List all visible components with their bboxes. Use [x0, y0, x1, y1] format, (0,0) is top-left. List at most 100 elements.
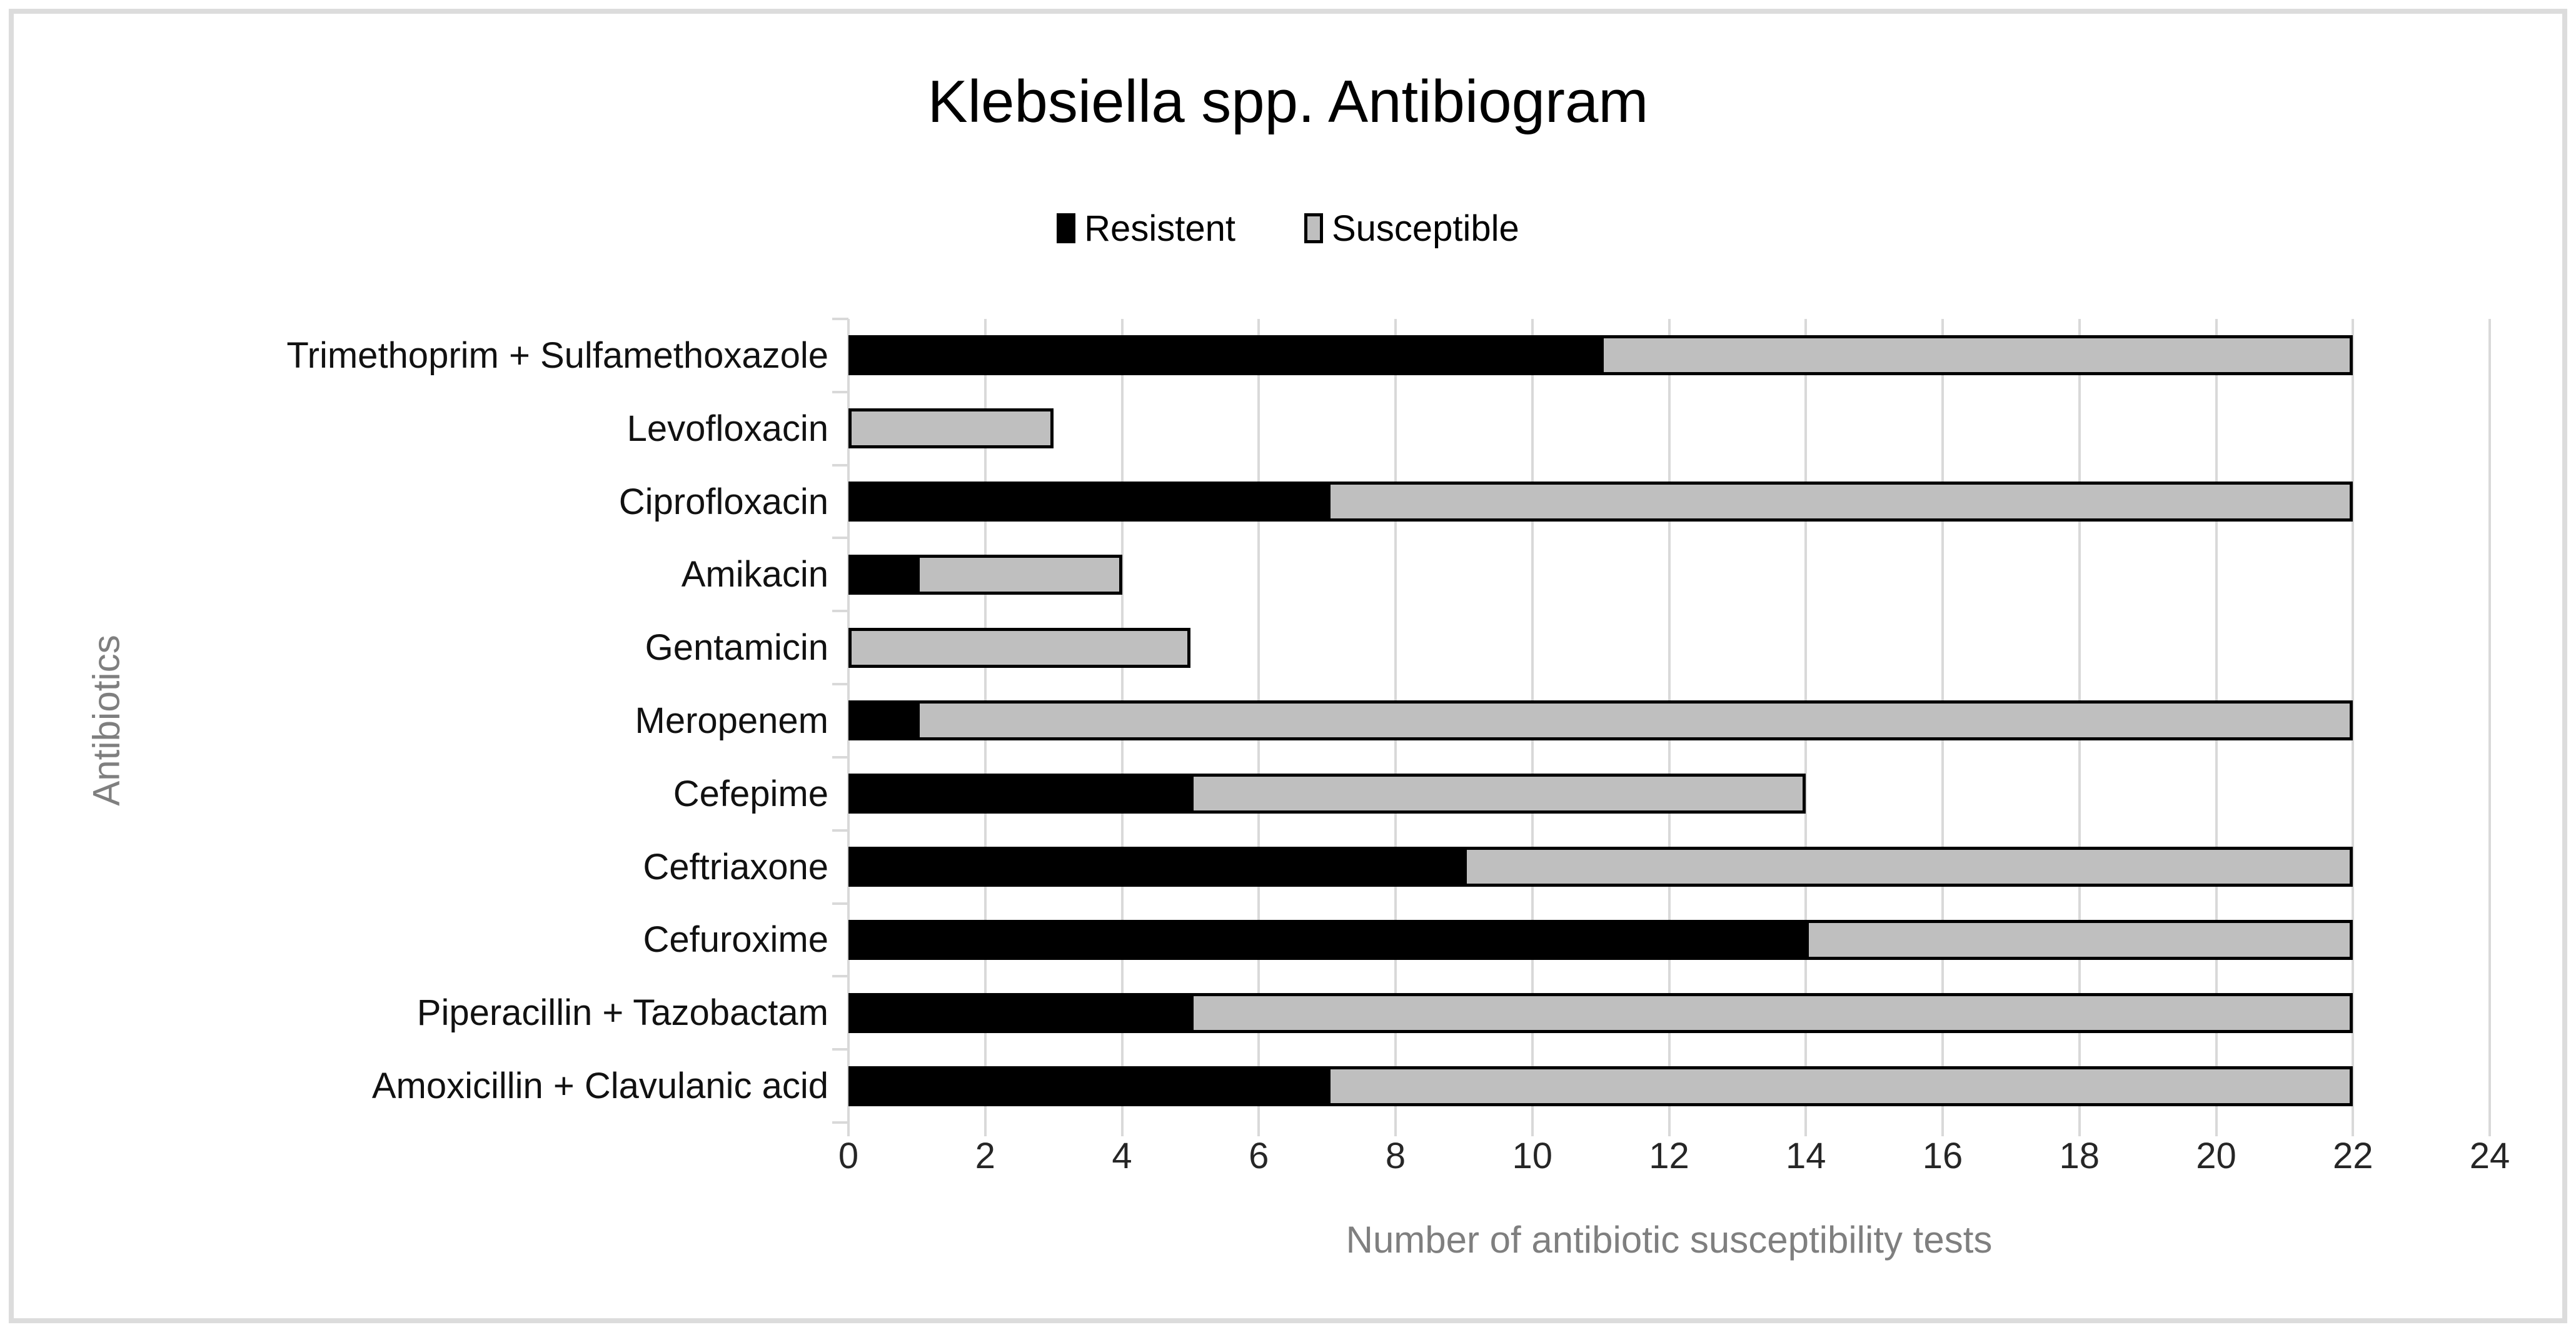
y-axis-tick [832, 318, 848, 320]
susceptible-bar-segment [917, 700, 2353, 741]
y-axis-tick [832, 610, 848, 613]
y-axis-tick [832, 975, 848, 978]
y-axis-tick [832, 683, 848, 686]
legend-label: Susceptible [1331, 208, 1519, 249]
category-label: Meropenem [635, 700, 828, 741]
x-axis-tick [1941, 1123, 1944, 1136]
category-label: Levofloxacin [626, 408, 828, 449]
category-label: Cefuroxime [643, 919, 828, 961]
stacked-bar [848, 627, 1190, 668]
resistant-bar-segment [848, 992, 1190, 1033]
susceptible-bar-segment [1327, 1066, 2353, 1106]
y-axis-tick [832, 463, 848, 467]
resistant-bar-segment [848, 1066, 1327, 1106]
legend: Resistent Susceptible [0, 206, 2576, 250]
legend-item-susceptible: Susceptible [1304, 208, 1519, 250]
x-axis-tick-labels: 0 2 4 6 8 10 12 14 16 18 20 22 24 [838, 1123, 2510, 1185]
plot-area [832, 318, 2491, 1136]
resistant-bar-segment [848, 554, 917, 595]
x-tick-label: 14 [1785, 1136, 1826, 1176]
x-tick-label: 18 [2059, 1136, 2100, 1176]
y-axis-tick [832, 829, 848, 832]
x-axis-tick [984, 1123, 987, 1136]
stacked-bar [848, 482, 2353, 522]
stacked-bar [848, 774, 1806, 814]
bar-row [848, 904, 2490, 977]
bar-row [848, 392, 2490, 465]
susceptible-bar-segment [1190, 992, 2353, 1033]
y-axis-tick [832, 755, 848, 759]
x-tick-label: 8 [1385, 1136, 1406, 1176]
y-axis-tick [832, 537, 848, 540]
resistant-bar-segment [848, 774, 1190, 814]
resistant-bar-segment [848, 919, 1806, 960]
stacked-bar [848, 408, 1054, 449]
x-tick-label: 24 [2469, 1136, 2510, 1176]
bar-row [848, 611, 2490, 684]
bar-row [848, 1049, 2490, 1123]
resistant-bar-segment [848, 700, 917, 741]
susceptible-bar-segment [1464, 847, 2353, 887]
y-axis-tick [832, 1048, 848, 1051]
stacked-bar [848, 700, 2353, 741]
gridline-x-24 [2488, 319, 2491, 1123]
x-tick-label: 20 [2196, 1136, 2236, 1176]
stacked-bar [848, 992, 2353, 1033]
stacked-bar [848, 1066, 2353, 1106]
y-axis-tick [832, 1121, 848, 1124]
x-axis-tick [2078, 1123, 2081, 1136]
category-label: Piperacillin + Tazobactam [416, 992, 828, 1034]
y-axis-tick [832, 390, 848, 393]
susceptible-bar-segment [1601, 335, 2353, 376]
x-tick-label: 22 [2332, 1136, 2373, 1176]
chart-title: Klebsiella spp. Antibiogram [927, 68, 1649, 135]
category-label: Amikacin [681, 554, 828, 595]
x-tick-label: 12 [1649, 1136, 1689, 1176]
susceptible-bar-segment [1327, 482, 2353, 522]
bar-row [848, 538, 2490, 611]
gridline-x-22 [2352, 319, 2355, 1123]
bar-row [848, 757, 2490, 830]
x-tick-label: 0 [838, 1136, 859, 1176]
category-label: Trimethoprim + Sulfamethoxazole [286, 335, 828, 376]
x-tick-label: 2 [975, 1136, 995, 1176]
x-axis-tick [1394, 1123, 1397, 1136]
bar-row [848, 830, 2490, 904]
susceptible-bar-segment [848, 627, 1190, 668]
x-axis-tick [1257, 1123, 1260, 1136]
category-label: Gentamicin [645, 627, 828, 669]
x-axis-tick [1531, 1123, 1534, 1136]
category-label: Ceftriaxone [643, 846, 828, 887]
susceptible-bar-segment [917, 554, 1122, 595]
resistant-bar-segment [848, 482, 1327, 522]
x-tick-label: 10 [1512, 1136, 1553, 1176]
stacked-bar [848, 847, 2353, 887]
bar-row [848, 319, 2490, 392]
legend-swatch-susceptible [1304, 213, 1323, 243]
susceptible-bar-segment [848, 408, 1054, 449]
x-tick-label: 6 [1249, 1136, 1269, 1176]
x-axis-tick [2488, 1123, 2491, 1136]
legend-label: Resistent [1084, 208, 1235, 249]
x-axis-tick [2215, 1123, 2218, 1136]
x-axis-tick [2352, 1123, 2355, 1136]
y-axis-tick [832, 902, 848, 905]
category-label: Ciprofloxacin [618, 481, 828, 522]
susceptible-bar-segment [1190, 774, 1806, 814]
susceptible-bar-segment [1806, 919, 2353, 960]
stacked-bar [848, 919, 2353, 960]
x-axis-tick [1804, 1123, 1808, 1136]
bar-row [848, 684, 2490, 757]
x-tick-label: 4 [1112, 1136, 1132, 1176]
stacked-bar [848, 554, 1122, 595]
bar-row [848, 465, 2490, 538]
x-axis-tick [847, 1123, 850, 1136]
category-label: Cefepime [673, 773, 828, 814]
stacked-bar [848, 335, 2353, 376]
category-label: Amoxicillin + Clavulanic acid [371, 1066, 828, 1107]
resistant-bar-segment [848, 335, 1601, 376]
x-axis-title: Number of antibiotic susceptibility test… [1346, 1219, 1993, 1261]
x-axis-tick [1668, 1123, 1671, 1136]
x-tick-label: 16 [1922, 1136, 1963, 1176]
category-axis-labels: Trimethoprim + Sulfamethoxazole Levofloxa… [0, 319, 828, 1123]
